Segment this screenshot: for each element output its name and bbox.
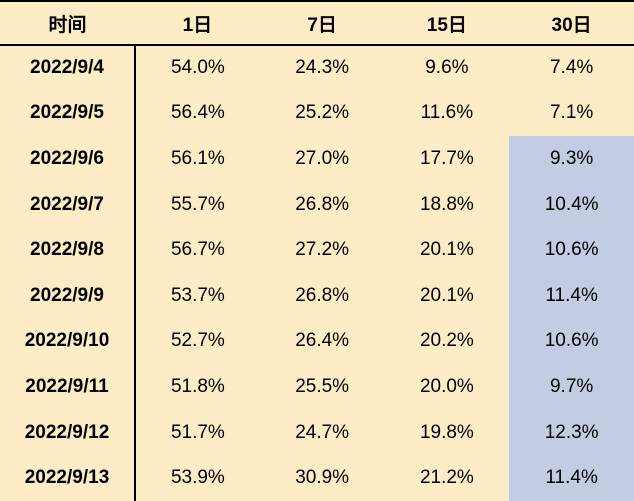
cell-value: 27.0% <box>260 136 385 182</box>
cell-value: 11.4% <box>509 273 634 319</box>
row-date: 2022/9/12 <box>0 410 135 456</box>
cell-value: 51.8% <box>135 364 260 410</box>
table-row: 2022/9/1251.7%24.7%19.8%12.3% <box>0 410 634 456</box>
row-date: 2022/9/6 <box>0 136 135 182</box>
table-row: 2022/9/454.0%24.3%9.6%7.4% <box>0 45 634 91</box>
cell-value: 52.7% <box>135 319 260 365</box>
cell-value: 25.5% <box>260 364 385 410</box>
table-row: 2022/9/755.7%26.8%18.8%10.4% <box>0 182 634 228</box>
col-header-day1: 1日 <box>135 1 260 45</box>
cell-value: 20.2% <box>385 319 510 365</box>
row-date: 2022/9/7 <box>0 182 135 228</box>
table-row: 2022/9/656.1%27.0%17.7%9.3% <box>0 136 634 182</box>
cell-value: 17.7% <box>385 136 510 182</box>
cell-value: 18.8% <box>385 182 510 228</box>
table-row: 2022/9/953.7%26.8%20.1%11.4% <box>0 273 634 319</box>
cell-value: 24.7% <box>260 410 385 456</box>
row-date: 2022/9/5 <box>0 91 135 137</box>
cell-value: 51.7% <box>135 410 260 456</box>
cell-value: 25.2% <box>260 91 385 137</box>
cell-value: 7.4% <box>509 45 634 91</box>
cell-value: 26.8% <box>260 273 385 319</box>
row-date: 2022/9/10 <box>0 319 135 365</box>
row-date: 2022/9/13 <box>0 455 135 501</box>
retention-table: 时间 1日 7日 15日 30日 2022/9/454.0%24.3%9.6%7… <box>0 0 634 501</box>
table-row: 2022/9/1052.7%26.4%20.2%10.6% <box>0 319 634 365</box>
cell-value: 26.8% <box>260 182 385 228</box>
cell-value: 11.4% <box>509 455 634 501</box>
col-header-day15: 15日 <box>385 1 510 45</box>
cell-value: 27.2% <box>260 227 385 273</box>
table-body: 2022/9/454.0%24.3%9.6%7.4%2022/9/556.4%2… <box>0 45 634 501</box>
cell-value: 54.0% <box>135 45 260 91</box>
cell-value: 19.8% <box>385 410 510 456</box>
cell-value: 24.3% <box>260 45 385 91</box>
table-row: 2022/9/856.7%27.2%20.1%10.6% <box>0 227 634 273</box>
table-row: 2022/9/556.4%25.2%11.6%7.1% <box>0 91 634 137</box>
cell-value: 7.1% <box>509 91 634 137</box>
cell-value: 10.6% <box>509 319 634 365</box>
cell-value: 55.7% <box>135 182 260 228</box>
table-row: 2022/9/1151.8%25.5%20.0%9.7% <box>0 364 634 410</box>
cell-value: 56.1% <box>135 136 260 182</box>
col-header-date: 时间 <box>0 1 135 45</box>
cell-value: 20.1% <box>385 227 510 273</box>
cell-value: 26.4% <box>260 319 385 365</box>
cell-value: 30.9% <box>260 455 385 501</box>
cell-value: 56.4% <box>135 91 260 137</box>
retention-table-container: 时间 1日 7日 15日 30日 2022/9/454.0%24.3%9.6%7… <box>0 0 634 500</box>
cell-value: 9.7% <box>509 364 634 410</box>
table-header-row: 时间 1日 7日 15日 30日 <box>0 1 634 45</box>
row-date: 2022/9/8 <box>0 227 135 273</box>
cell-value: 20.0% <box>385 364 510 410</box>
table-row: 2022/9/1353.9%30.9%21.2%11.4% <box>0 455 634 501</box>
row-date: 2022/9/11 <box>0 364 135 410</box>
cell-value: 10.4% <box>509 182 634 228</box>
col-header-day7: 7日 <box>260 1 385 45</box>
cell-value: 53.9% <box>135 455 260 501</box>
cell-value: 9.3% <box>509 136 634 182</box>
row-date: 2022/9/4 <box>0 45 135 91</box>
col-header-day30: 30日 <box>509 1 634 45</box>
cell-value: 21.2% <box>385 455 510 501</box>
cell-value: 10.6% <box>509 227 634 273</box>
cell-value: 12.3% <box>509 410 634 456</box>
cell-value: 56.7% <box>135 227 260 273</box>
cell-value: 9.6% <box>385 45 510 91</box>
cell-value: 53.7% <box>135 273 260 319</box>
cell-value: 11.6% <box>385 91 510 137</box>
row-date: 2022/9/9 <box>0 273 135 319</box>
cell-value: 20.1% <box>385 273 510 319</box>
